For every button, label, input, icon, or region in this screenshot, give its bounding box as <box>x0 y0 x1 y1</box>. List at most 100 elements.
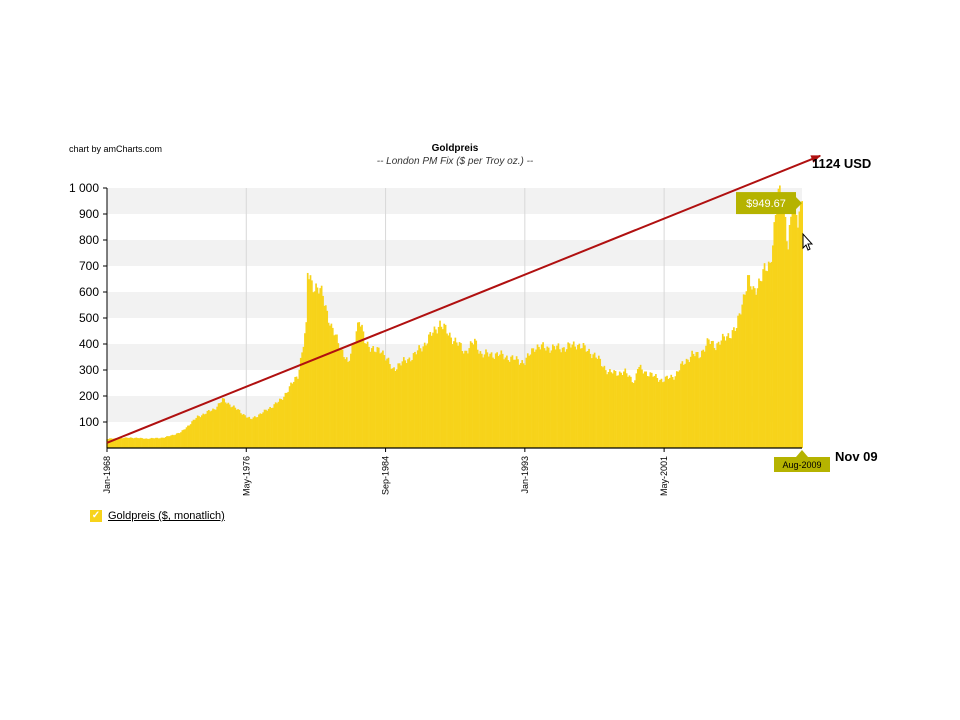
price-bar <box>107 438 110 448</box>
price-bar <box>479 351 482 448</box>
price-bar <box>127 437 129 448</box>
price-bar <box>595 357 597 448</box>
price-bar <box>386 358 388 448</box>
price-bar <box>398 363 401 448</box>
price-bar <box>357 322 359 448</box>
y-tick-label: 100 <box>79 415 99 429</box>
price-bar <box>194 419 196 448</box>
price-bar <box>429 332 432 448</box>
legend-checkbox[interactable]: ✓ <box>90 510 102 522</box>
price-bar <box>110 438 113 448</box>
price-bar <box>797 227 799 448</box>
price-bar <box>681 361 684 448</box>
price-bar <box>682 364 685 448</box>
price-bar <box>741 304 744 448</box>
price-bar <box>187 425 189 448</box>
price-bar <box>390 368 393 448</box>
price-bar <box>181 430 184 448</box>
price-bar <box>426 343 429 448</box>
price-bar <box>248 416 251 448</box>
price-bar <box>157 438 160 448</box>
price-bar <box>343 357 345 448</box>
price-bar <box>344 359 347 448</box>
annotation-target-price: 1124 USD <box>812 156 872 171</box>
price-bar <box>425 345 427 448</box>
price-bar <box>415 354 418 448</box>
price-bar <box>801 201 803 448</box>
price-bar <box>744 294 746 448</box>
price-bar <box>485 349 487 448</box>
price-bar <box>618 371 621 448</box>
price-bar <box>475 340 478 448</box>
price-bar <box>638 366 641 448</box>
price-bar <box>798 211 801 448</box>
price-bar <box>156 437 159 448</box>
price-bar <box>447 335 450 448</box>
price-bar <box>776 210 778 448</box>
price-bar <box>368 346 370 448</box>
price-bar <box>646 376 649 448</box>
price-bar <box>256 417 259 448</box>
price-bar <box>214 409 217 448</box>
price-bar <box>259 413 262 448</box>
price-bar <box>752 286 755 448</box>
price-bar <box>521 360 524 448</box>
price-bar <box>777 188 780 448</box>
chart-legend[interactable]: ✓ Goldpreis ($, monatlich) <box>90 510 225 522</box>
chart-credit[interactable]: chart by amCharts.com <box>69 144 163 154</box>
price-bar <box>148 438 150 448</box>
price-bar <box>288 386 291 448</box>
price-bar <box>230 407 232 448</box>
price-bar <box>228 404 231 448</box>
price-bar <box>483 354 486 448</box>
price-bar <box>281 399 284 448</box>
price-bar <box>734 331 737 448</box>
price-bar <box>287 391 290 448</box>
price-bar <box>142 438 145 448</box>
price-bar <box>116 438 118 448</box>
legend-label[interactable]: Goldpreis ($, monatlich) <box>108 510 225 522</box>
price-bar <box>733 327 735 448</box>
price-bar <box>621 375 624 448</box>
price-bar <box>198 416 200 448</box>
price-bar <box>493 358 496 448</box>
price-bar <box>794 194 797 448</box>
price-bar <box>258 414 260 448</box>
price-bar <box>253 416 256 448</box>
price-bar <box>758 278 760 448</box>
price-bar <box>136 438 139 448</box>
price-bar <box>421 351 423 448</box>
price-bar <box>418 345 420 448</box>
price-bar <box>337 343 340 448</box>
price-bar <box>396 369 398 448</box>
price-bar <box>652 376 654 448</box>
price-bar <box>670 374 673 448</box>
price-bar <box>171 434 174 448</box>
price-bar <box>244 415 246 448</box>
price-bar <box>412 353 415 448</box>
price-bar <box>602 367 604 448</box>
price-bar <box>292 381 295 448</box>
trend-line-group <box>106 154 822 444</box>
price-bar <box>462 353 465 448</box>
price-bar <box>297 378 299 448</box>
price-bar <box>224 402 227 448</box>
price-bar <box>327 322 330 448</box>
price-bar <box>182 429 185 448</box>
price-bar <box>629 376 632 448</box>
price-bar <box>772 245 774 448</box>
price-bar <box>668 377 671 448</box>
price-bar <box>719 344 721 448</box>
price-bar <box>150 437 153 448</box>
value-balloons: $949.67 Aug-2009 <box>736 192 830 472</box>
price-bar <box>450 337 453 448</box>
price-bar <box>547 347 550 448</box>
price-bar <box>492 357 494 448</box>
price-bar <box>294 376 297 448</box>
price-bar <box>233 405 235 448</box>
price-bar <box>461 350 464 448</box>
price-bar <box>322 295 324 448</box>
price-bar <box>497 356 500 448</box>
y-tick-label: 300 <box>79 363 99 377</box>
price-bar <box>149 438 152 448</box>
